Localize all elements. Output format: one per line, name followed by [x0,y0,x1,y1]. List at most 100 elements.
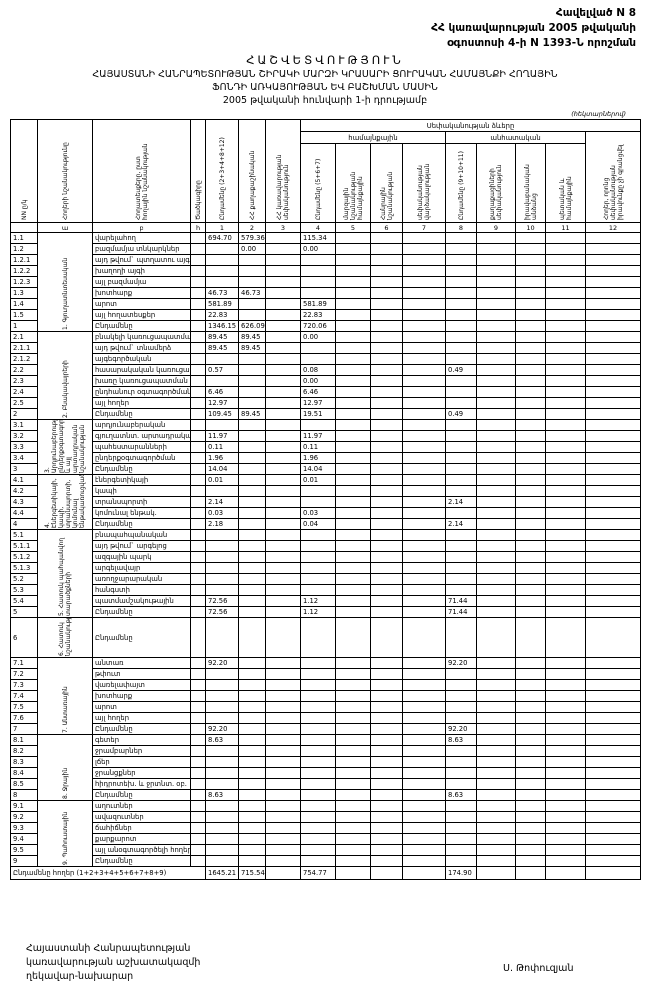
value-cell [370,606,403,618]
value-cell [515,452,546,464]
value-cell [584,474,642,486]
total-label: Ընդամենը հողեր (1+2+3+4+5+6+7+8+9) [10,866,206,880]
land-type: Ընդամենը [92,408,191,420]
land-type: ջրամբարներ [92,745,191,757]
total-value: 715.54 [238,866,266,880]
value-cell [445,529,477,541]
value-cell [370,690,403,702]
value-cell [515,386,546,398]
value-cell [476,844,516,856]
row-number: 9.2 [10,811,38,823]
value-cell [584,518,642,530]
land-type: խոտհարք [92,287,191,299]
row-number: 5.3 [10,584,38,596]
land-type: Ընդամենը [92,617,191,658]
value-cell [265,573,301,585]
value-cell [445,668,477,680]
row-number: 3.1 [10,419,38,431]
category-text: 7. Անտառային [61,685,69,733]
table-row: 7.4 խոտհարք [10,690,642,702]
value-cell [300,254,336,266]
value-cell [476,265,516,277]
value-cell [370,474,403,486]
appendix: Հավելված N 8 ՀՀ կառավարության 2005 թվակա… [431,6,636,51]
value-cell [335,331,371,343]
value-cell [515,701,546,713]
value-cell: 109.45 [205,408,239,420]
group-header: անհատական [445,131,586,144]
value-cell [545,811,586,823]
value-cell [476,496,516,508]
value-cell [476,386,516,398]
value-cell: 89.45 [238,342,266,354]
value-cell [515,419,546,431]
value-cell [445,463,477,475]
category-text: 2. Բնակավայրերի [61,359,69,418]
value-cell [515,745,546,757]
value-cell: 0.00 [300,243,336,255]
value-cell [265,309,301,321]
value-cell [238,778,266,790]
value-cell [402,232,446,244]
table-row: 7.2 թփուտ [10,668,642,680]
value-cell [476,243,516,255]
value-cell [445,562,477,574]
value-cell [476,419,516,431]
value-cell [545,606,586,618]
value-cell [515,789,546,801]
table-row: 9.3 ճահիճներ [10,822,642,834]
land-type: բազմամյա տնկարկներ [92,243,191,255]
value-cell [238,800,266,812]
code-cell [190,518,206,530]
value-cell [402,419,446,431]
total-value [402,866,446,880]
value-cell [545,584,586,596]
value-cell [402,606,446,618]
value-cell [238,606,266,618]
land-type: թփուտ [92,668,191,680]
value-cell: 8.63 [205,789,239,801]
value-cell [265,562,301,574]
value-cell [300,679,336,691]
category-cell: 7. Անտառային [37,657,93,735]
value-cell [402,485,446,497]
value-cell [476,811,516,823]
value-cell [265,745,301,757]
value-cell [476,822,516,834]
value-cell [476,855,516,867]
value-cell [300,485,336,497]
row-number: 5.1.2 [10,551,38,563]
value-cell [476,551,516,563]
value-cell [476,701,516,713]
value-cell [515,408,546,420]
column-header: սեփականության վարձակալության [402,143,446,223]
value-cell [335,485,371,497]
value-cell [402,595,446,607]
value-cell [515,320,546,332]
value-cell [402,551,446,563]
row-number: 5.1.1 [10,540,38,552]
value-cell: 12.97 [300,397,336,409]
value-cell [370,734,403,746]
value-cell [476,287,516,299]
value-cell [545,573,586,585]
value-cell [300,756,336,768]
category-text: 4. Էներգետիկայի, կապի, տրանսպորտի, կոմու… [44,474,86,528]
category-text: 3. Արդյունաբերության, ընդերքօգտագործման … [44,419,86,473]
code-cell [190,562,206,574]
code-cell [190,723,206,735]
value-cell: 1.12 [300,595,336,607]
code-cell [190,811,206,823]
value-cell [545,756,586,768]
value-cell [335,767,371,779]
value-cell [265,811,301,823]
value-cell [265,617,301,658]
value-cell [265,463,301,475]
value-cell [238,507,266,519]
value-cell [370,584,403,596]
value-cell [300,353,336,365]
row-number: 2.3 [10,375,38,387]
code-cell [190,844,206,856]
column-header-text: Հողեր, որոնց սեփականության իրավունքը չի … [602,144,624,220]
appendix-line: ՀՀ կառավարության 2005 թվականի [431,22,636,34]
